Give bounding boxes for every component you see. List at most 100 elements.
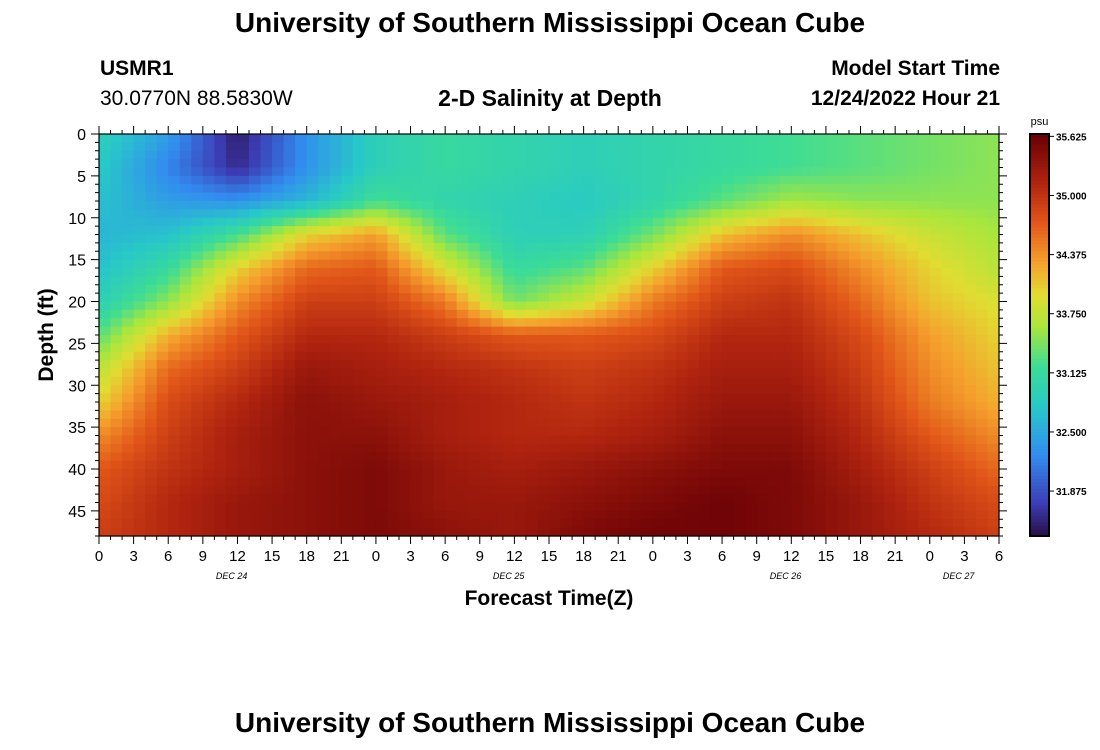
heatmap-cell: [422, 460, 435, 470]
heatmap-cell: [479, 201, 492, 210]
heatmap-cell: [468, 234, 481, 244]
heatmap-cell: [710, 410, 723, 420]
heatmap-cell: [341, 251, 354, 261]
heatmap-cell: [849, 435, 862, 445]
heatmap-cell: [156, 393, 169, 403]
colorbar-swatch: [1030, 187, 1049, 192]
heatmap-cell: [249, 192, 262, 202]
heatmap-cell: [168, 226, 181, 236]
heatmap-cell: [272, 502, 285, 512]
heatmap-cell: [733, 159, 746, 169]
heatmap-cell: [387, 376, 400, 386]
heatmap-cell: [675, 142, 689, 152]
heatmap-cell: [929, 452, 942, 462]
heatmap-cell: [168, 410, 181, 420]
heatmap-cell: [422, 343, 435, 353]
heatmap-cell: [110, 234, 123, 244]
heatmap-cell: [733, 309, 746, 319]
heatmap-cell: [918, 217, 931, 227]
heatmap-cell: [341, 527, 354, 537]
heatmap-cell: [191, 485, 204, 495]
x-tick-label: 18: [298, 548, 315, 565]
heatmap-cell: [110, 309, 123, 319]
heatmap-cell: [918, 268, 931, 277]
heatmap-cell: [941, 268, 954, 277]
heatmap-cell: [549, 452, 562, 462]
heatmap-cell: [502, 134, 515, 143]
heatmap-cell: [433, 134, 446, 143]
heatmap-cell: [872, 402, 885, 411]
heatmap-cell: [825, 217, 839, 227]
heatmap-cell: [525, 402, 539, 411]
heatmap-cell: [514, 343, 527, 353]
heatmap-cell: [260, 519, 273, 529]
heatmap-cell: [641, 184, 654, 194]
heatmap-cell: [387, 293, 400, 303]
heatmap-cell: [260, 318, 273, 328]
heatmap-cell: [710, 284, 723, 294]
heatmap-cell: [514, 242, 527, 252]
heatmap-cell: [422, 234, 435, 244]
heatmap-cell: [375, 527, 389, 537]
heatmap-cell: [860, 393, 873, 403]
heatmap-cell: [445, 251, 458, 261]
colorbar-swatch: [1030, 160, 1049, 165]
heatmap-cell: [906, 460, 919, 470]
heatmap-cell: [652, 301, 665, 311]
heatmap-cell: [652, 477, 665, 487]
heatmap-cell: [364, 242, 377, 252]
heatmap-cell: [329, 519, 342, 529]
heatmap-cell: [745, 217, 758, 227]
heatmap-cell: [699, 410, 712, 420]
heatmap-cell: [537, 209, 550, 219]
heatmap-cell: [514, 502, 527, 512]
heatmap-cell: [156, 226, 169, 236]
heatmap-cell: [399, 360, 412, 370]
heatmap-cell: [202, 150, 215, 160]
heatmap-cell: [387, 443, 400, 453]
heatmap-cell: [918, 343, 931, 353]
heatmap-cell: [225, 301, 239, 311]
heatmap-cell: [133, 485, 146, 495]
heatmap-cell: [629, 335, 642, 344]
heatmap-cell: [237, 184, 250, 194]
heatmap-cell: [260, 276, 273, 286]
heatmap-cell: [456, 293, 469, 303]
heatmap-cell: [572, 251, 585, 261]
heatmap-cell: [468, 335, 481, 344]
heatmap-cell: [618, 376, 631, 386]
heatmap-cell: [329, 259, 342, 269]
heatmap-cell: [295, 293, 308, 303]
heatmap-cell: [675, 360, 689, 370]
heatmap-cell: [975, 402, 989, 411]
heatmap-cell: [306, 309, 319, 319]
heatmap-cell: [675, 226, 689, 236]
heatmap-cell: [433, 293, 446, 303]
heatmap-cell: [814, 301, 827, 311]
heatmap-cell: [768, 335, 781, 344]
heatmap-cell: [156, 276, 169, 286]
heatmap-cell: [237, 276, 250, 286]
heatmap-cell: [572, 284, 585, 294]
heatmap-cell: [699, 519, 712, 529]
heatmap-cell: [179, 192, 192, 202]
heatmap-cell: [687, 494, 700, 504]
heatmap-cell: [791, 175, 804, 185]
heatmap-cell: [929, 393, 942, 403]
heatmap-cell: [895, 402, 908, 411]
heatmap-cell: [145, 485, 158, 495]
heatmap-cell: [99, 485, 112, 495]
heatmap-cell: [537, 242, 550, 252]
heatmap-cell: [318, 259, 331, 269]
heatmap-cell: [225, 402, 239, 411]
heatmap-cell: [918, 477, 931, 487]
heatmap-cell: [756, 293, 769, 303]
heatmap-cell: [295, 519, 308, 529]
heatmap-cell: [514, 175, 527, 185]
heatmap-cell: [468, 485, 481, 495]
heatmap-cell: [237, 142, 250, 152]
heatmap-cell: [191, 217, 204, 227]
heatmap-cell: [652, 276, 665, 286]
heatmap-cell: [445, 293, 458, 303]
heatmap-cell: [883, 234, 896, 244]
